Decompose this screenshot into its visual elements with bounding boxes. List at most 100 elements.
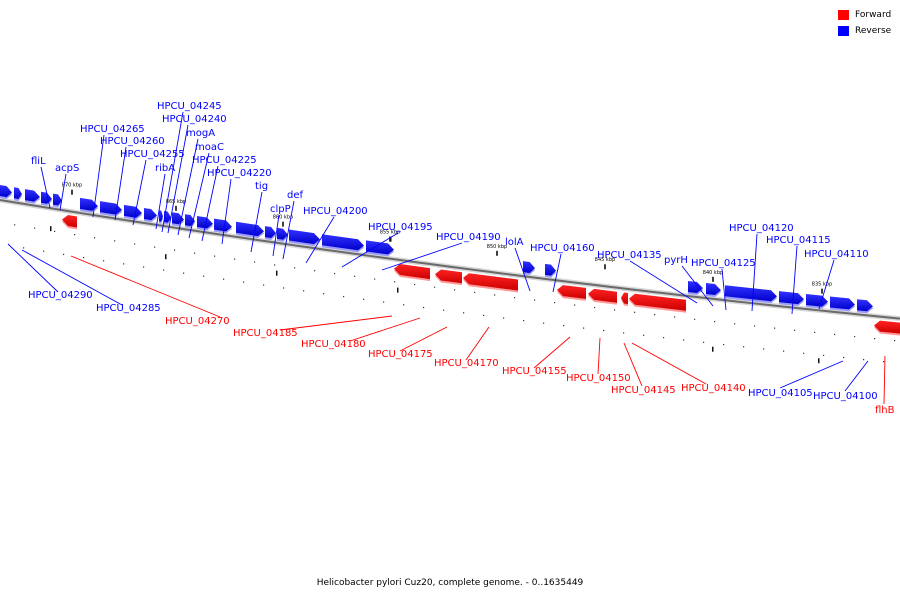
gc-dot: [714, 320, 716, 323]
gene-label-def[interactable]: def: [287, 190, 304, 201]
gene-label-HPCU_04180[interactable]: HPCU_04180: [301, 339, 366, 350]
gene-arrow-HPCU_04160[interactable]: [545, 263, 556, 276]
gc-dot: [143, 266, 145, 268]
gene-arrow-flhB[interactable]: [874, 320, 900, 334]
gene-label-HPCU_04110[interactable]: HPCU_04110: [804, 249, 869, 260]
gc-dot: [554, 302, 556, 304]
gene-arrow-ribA[interactable]: [144, 208, 157, 221]
tick-label: 835 kbp: [812, 282, 832, 288]
gene-label-HPCU_04135[interactable]: HPCU_04135: [597, 250, 662, 261]
gene-label-HPCU_04245[interactable]: HPCU_04245: [157, 101, 222, 112]
gene-arrow-HPCU_04145[interactable]: [621, 292, 628, 305]
gene-label-moaC[interactable]: moaC: [195, 142, 224, 153]
gc-dot: [243, 281, 245, 283]
gc-dot: [643, 334, 645, 336]
gene-label-HPCU_04255[interactable]: HPCU_04255: [120, 149, 185, 160]
gc-dot: [263, 284, 265, 286]
gene-label-HPCU_04140[interactable]: HPCU_04140: [681, 383, 746, 394]
gene-arrow-HPCU_04175[interactable]: [463, 273, 518, 291]
gc-dot: [674, 316, 676, 318]
gene-label-HPCU_04160[interactable]: HPCU_04160: [530, 243, 595, 254]
gene-label-HPCU_04190[interactable]: HPCU_04190: [436, 232, 501, 243]
gene-arrow-r1[interactable]: [14, 187, 22, 199]
gene-label-HPCU_04200[interactable]: HPCU_04200: [303, 206, 368, 217]
gene-label-HPCU_04285[interactable]: HPCU_04285: [96, 303, 161, 314]
gc-dot: [503, 317, 505, 319]
gc-dot: [474, 291, 476, 294]
gene-arrow-HPCU_04245[interactable]: [159, 210, 163, 222]
gc-dot: [654, 314, 656, 316]
leader-line: [132, 159, 147, 226]
gene-label-ribA[interactable]: ribA: [155, 163, 175, 174]
gene-label-clpP[interactable]: clpP: [270, 204, 291, 215]
gene-arrow-HPCU_04190[interactable]: [366, 240, 394, 255]
gene-arrow-HPCU_04150[interactable]: [588, 288, 617, 303]
gc-dot: [803, 352, 805, 354]
gc-dot: [843, 356, 845, 359]
gene-label-HPCU_04115[interactable]: HPCU_04115: [766, 235, 831, 246]
gene-label-HPCU_04100[interactable]: HPCU_04100: [813, 391, 878, 402]
gene-arrow-tig[interactable]: [236, 221, 264, 237]
gene-arrow-HPCU_04225[interactable]: [197, 216, 213, 229]
gene-arrow-r4[interactable]: [53, 193, 62, 206]
gene-label-HPCU_04220[interactable]: HPCU_04220: [207, 168, 272, 179]
gc-bar: [276, 270, 278, 276]
gene-arrow-HPCU_04265[interactable]: [80, 197, 98, 211]
gene-label-HPCU_04170[interactable]: HPCU_04170: [434, 358, 499, 369]
gene-label-HPCU_04120[interactable]: HPCU_04120: [729, 223, 794, 234]
gene-arrow-HPCU_04220[interactable]: [214, 218, 232, 232]
gene-label-HPCU_04145[interactable]: HPCU_04145: [611, 385, 676, 396]
gene-label-mogA[interactable]: mogA: [186, 128, 215, 139]
gene-label-HPCU_04185[interactable]: HPCU_04185: [233, 328, 298, 339]
gene-label-flhB[interactable]: flhB: [875, 405, 895, 416]
gene-arrow-r28[interactable]: [830, 296, 855, 310]
gene-arrow-acpS[interactable]: [41, 191, 52, 204]
gc-bar: [50, 226, 52, 232]
gene-label-HPCU_04105[interactable]: HPCU_04105: [748, 388, 813, 399]
gene-arrow-HPCU_04195[interactable]: [322, 234, 364, 251]
leader-line: [597, 337, 601, 375]
gene-arrow-fliL[interactable]: [25, 189, 40, 202]
gene-arrow-HPCU_04180[interactable]: [435, 269, 462, 284]
gene-label-lolA[interactable]: lolA: [505, 237, 524, 248]
gene-arrow-pyrH[interactable]: [706, 283, 721, 295]
gene-label-HPCU_04125[interactable]: HPCU_04125: [691, 258, 756, 269]
leader-line: [21, 249, 123, 306]
legend-label-reverse: Reverse: [855, 26, 892, 36]
gene-label-fliL[interactable]: fliL: [31, 156, 46, 167]
gene-label-HPCU_04175[interactable]: HPCU_04175: [368, 349, 433, 360]
gc-dot: [314, 270, 316, 272]
gene-label-HPCU_04195[interactable]: HPCU_04195: [368, 222, 433, 233]
gene-label-HPCU_04150[interactable]: HPCU_04150: [566, 373, 631, 384]
gene-label-acpS[interactable]: acpS: [55, 163, 79, 174]
gene-arrow-HPCU_04270[interactable]: [62, 215, 77, 228]
gene-label-tig[interactable]: tig: [255, 181, 268, 192]
gene-arrow-HPCU_04240[interactable]: [164, 211, 171, 223]
gc-dot: [543, 322, 545, 324]
gene-arrow-HPCU_04200[interactable]: [289, 229, 320, 245]
gene-label-HPCU_04290[interactable]: HPCU_04290: [28, 290, 93, 301]
gc-dot: [663, 337, 665, 339]
gene-arrow-lolA[interactable]: [523, 261, 535, 273]
gene-arrow-clpP[interactable]: [265, 226, 276, 238]
gene-arrow-r29[interactable]: [857, 299, 873, 312]
gene-label-HPCU_04270[interactable]: HPCU_04270: [165, 316, 230, 327]
gc-bar: [397, 287, 399, 293]
gene-arrow-r0[interactable]: [0, 185, 12, 198]
gene-arrow-HPCU_04140[interactable]: [629, 293, 686, 311]
gene-arrow-def[interactable]: [277, 227, 288, 240]
gene-label-HPCU_04265[interactable]: HPCU_04265: [80, 124, 145, 135]
gene-label-HPCU_04155[interactable]: HPCU_04155: [502, 366, 567, 377]
gene-label-HPCU_04260[interactable]: HPCU_04260: [100, 136, 165, 147]
gene-label-HPCU_04225[interactable]: HPCU_04225: [192, 155, 257, 166]
gene-label-pyrH[interactable]: pyrH: [664, 255, 688, 266]
gene-arrow-HPCU_04185[interactable]: [394, 264, 430, 280]
gene-arrow-HPCU_04135[interactable]: [688, 281, 703, 293]
gc-dot: [214, 255, 216, 257]
gene-arrow-HPCU_04255[interactable]: [124, 204, 142, 218]
gene-label-HPCU_04240[interactable]: HPCU_04240: [162, 114, 227, 125]
gene-arrow-HPCU_04120[interactable]: [725, 285, 777, 302]
gene-arrow-HPCU_04155[interactable]: [557, 285, 586, 299]
gene-arrow-HPCU_04115[interactable]: [779, 291, 804, 305]
